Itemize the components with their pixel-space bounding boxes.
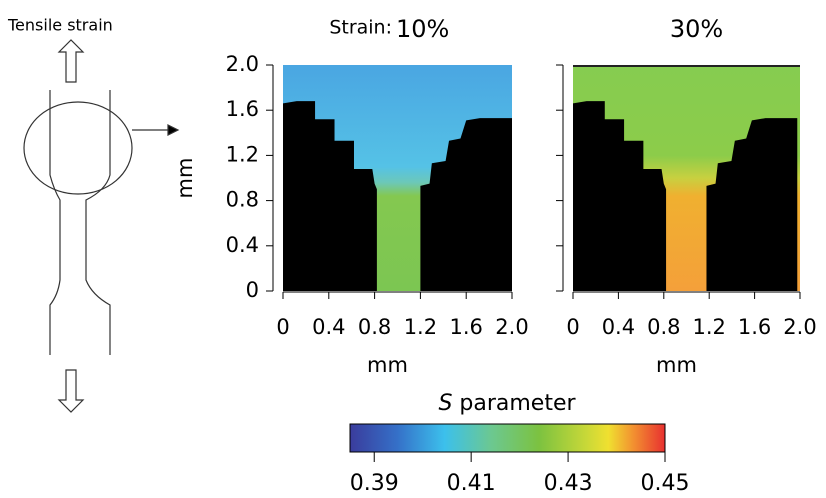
colorbar-label-text: parameter <box>459 391 576 416</box>
x-axis-label: mm <box>367 353 408 377</box>
specimen-schematic <box>23 39 180 413</box>
panel-title: 10% <box>396 15 449 43</box>
y-tick-label: 0 <box>246 278 259 302</box>
x-tick-label: 1.2 <box>404 315 437 339</box>
x-tick-label: 0.4 <box>602 315 635 339</box>
x-tick-label: 0.4 <box>312 315 345 339</box>
x-tick-label: 1.6 <box>449 315 482 339</box>
x-tick-label: 2.0 <box>495 315 528 339</box>
x-tick-label: 0.8 <box>358 315 391 339</box>
colorbar-tick-label: 0.39 <box>350 471 399 496</box>
x-tick-label: 2.0 <box>783 315 816 339</box>
colorbar <box>349 423 666 453</box>
schematic-label: Tensile strain <box>7 16 113 35</box>
specimen-shadow <box>420 118 512 291</box>
colorbar-tick-label: 0.45 <box>641 471 690 496</box>
colorbar-label: S parameter <box>438 391 576 416</box>
y-tick-label: 2.0 <box>226 52 259 76</box>
x-tick-label: 1.6 <box>738 315 771 339</box>
y-tick-label: 0.8 <box>226 188 259 212</box>
colorbar-tick-label: 0.41 <box>447 471 496 496</box>
x-tick-label: 0 <box>566 315 579 339</box>
title-prefix: Strain: <box>329 17 392 39</box>
y-axis-label: mm <box>173 158 197 199</box>
specimen-shadow <box>706 118 798 291</box>
x-tick-label: 0.8 <box>647 315 680 339</box>
y-tick-label: 0.4 <box>226 233 259 257</box>
specimen-shadow <box>573 101 667 291</box>
panel-title: 30% <box>670 15 723 43</box>
x-tick-label: 0 <box>276 315 289 339</box>
colorbar-tick-label: 0.43 <box>544 471 593 496</box>
x-tick-label: 1.2 <box>692 315 725 339</box>
y-tick-label: 1.6 <box>226 97 259 121</box>
colorbar-symbol: S <box>438 391 452 416</box>
x-axis-label: mm <box>656 353 697 377</box>
specimen-shadow <box>283 101 377 291</box>
y-tick-label: 1.2 <box>226 142 259 166</box>
